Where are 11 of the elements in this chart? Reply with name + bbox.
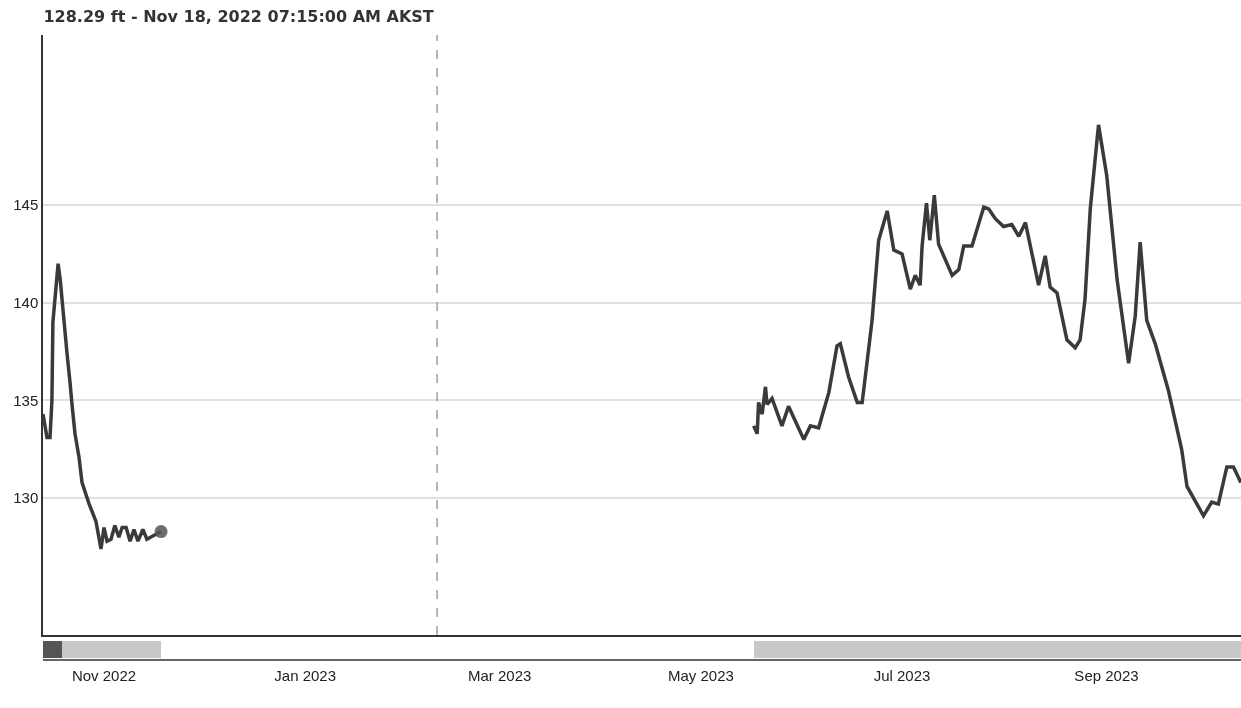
y-tick-label: 140	[13, 294, 39, 311]
x-tick-label: Mar 2023	[468, 666, 532, 684]
x-tick-label: Jul 2023	[873, 666, 931, 684]
x-tick-label: Jan 2023	[274, 666, 337, 684]
chart-title: 128.29 ft - Nov 18, 2022 07:15:00 AM AKST	[43, 6, 434, 26]
y-tick-label: 135	[13, 391, 39, 409]
x-tick-label: Sep 2023	[1074, 666, 1139, 684]
y-tick-label: 130	[13, 489, 39, 507]
x-tick-label: Nov 2022	[71, 666, 137, 684]
y-tick-label: 145	[13, 196, 39, 214]
x-tick-label: May 2023	[667, 666, 734, 684]
